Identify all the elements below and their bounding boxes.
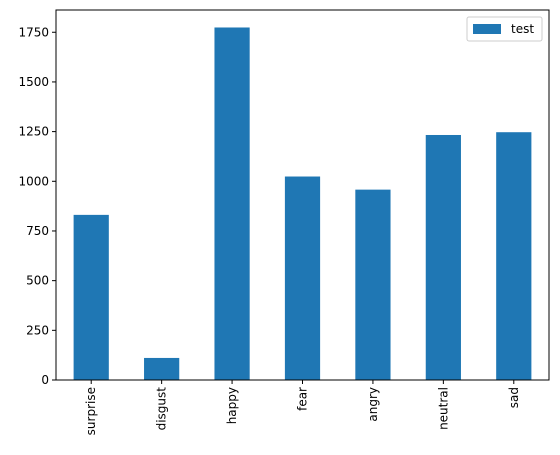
bars-group bbox=[73, 27, 532, 381]
x-tick-label: angry bbox=[366, 387, 380, 422]
x-tick-label: happy bbox=[225, 387, 239, 424]
plot-frame bbox=[55, 9, 550, 381]
y-tick-label: 0 bbox=[41, 373, 49, 387]
legend: test bbox=[466, 16, 543, 42]
bar-surprise bbox=[73, 214, 109, 380]
y-tick-label: 1750 bbox=[18, 25, 49, 39]
y-tick-label: 750 bbox=[26, 224, 49, 238]
legend-label: test bbox=[511, 22, 534, 36]
x-axis: surprise disgust happy fear angry neutral sad bbox=[84, 380, 521, 435]
y-tick-label: 1250 bbox=[18, 125, 49, 139]
bar-neutral bbox=[425, 134, 461, 380]
y-tick-label: 1500 bbox=[18, 75, 49, 89]
y-tick-label: 500 bbox=[26, 274, 49, 288]
y-tick-label: 1000 bbox=[18, 174, 49, 188]
x-tick-label: sad bbox=[507, 387, 521, 408]
x-tick-label: neutral bbox=[436, 387, 450, 430]
x-tick-label: surprise bbox=[84, 387, 98, 435]
x-tick-label: disgust bbox=[155, 387, 169, 431]
legend-box bbox=[466, 16, 543, 42]
x-tick-label: fear bbox=[296, 387, 310, 411]
bar-fear bbox=[284, 176, 321, 380]
bar-sad bbox=[496, 132, 532, 380]
bar-angry bbox=[355, 189, 391, 380]
y-tick-label: 250 bbox=[26, 323, 49, 337]
legend-swatch bbox=[473, 24, 501, 34]
bar-disgust bbox=[144, 357, 180, 380]
bar-happy bbox=[214, 27, 250, 381]
y-axis: 0 250 500 750 1000 1250 1500 1750 bbox=[18, 25, 56, 387]
